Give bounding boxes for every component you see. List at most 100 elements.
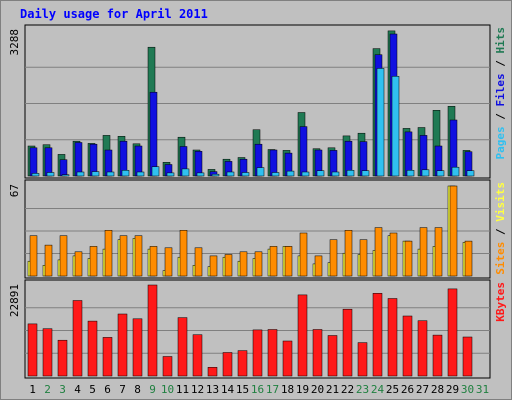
x-tick-label-day-30: 30 [461,383,474,396]
panel-visits: 67 Sites / Visits [8,179,507,279]
x-tick-label-day-24: 24 [371,383,385,396]
bar-pages-day-18 [286,170,295,177]
bar-files-day-12 [194,151,203,177]
bar-kbytes-day-19 [297,294,308,377]
bar-sites-day-23 [359,239,368,277]
bar-kbytes-day-27 [417,320,428,377]
bar-pages-day-9 [151,166,160,177]
bar-kbytes-day-4 [72,300,83,377]
x-tick-label-day-8: 8 [134,383,141,396]
bar-files-day-5 [89,143,98,177]
x-tick-label-day-20: 20 [311,383,324,396]
bar-kbytes-day-29 [447,288,458,377]
bar-kbytes-day-30 [462,336,473,377]
bar-pages-day-14 [226,171,235,177]
bar-sites-day-28 [434,227,443,277]
bar-kbytes-day-10 [162,356,173,377]
legend-item-usage-3: / [494,54,507,74]
bar-kbytes-day-14 [222,352,233,377]
bar-pages-day-16 [256,167,265,177]
bar-files-day-19 [299,126,308,177]
bar-kbytes-day-8 [132,318,143,377]
x-tick-label-day-16: 16 [251,383,264,396]
bar-sites-day-13 [209,255,218,277]
bar-sites-day-9 [149,246,158,277]
legend-item-visits-2: Visits [494,182,507,222]
x-tick-label-day-12: 12 [191,383,204,396]
legend-item-usage-0: Pages [494,126,507,159]
bar-pages-day-21 [331,171,340,177]
x-tick-label-day-3: 3 [59,383,66,396]
bar-sites-day-2 [44,244,53,277]
legend-item-visits-1: / [494,222,507,242]
bar-pages-day-28 [436,170,445,177]
x-tick-label-day-29: 29 [446,383,459,396]
panel-visits-max-label: 67 [8,184,21,197]
bar-kbytes-day-15 [237,350,248,377]
legend-item-usage-2: Files [494,73,507,106]
bar-sites-day-14 [224,254,233,277]
bar-kbytes-day-18 [282,340,293,377]
bar-sites-day-6 [104,230,113,277]
x-tick-label-day-7: 7 [119,383,126,396]
bar-pages-day-10 [166,172,175,177]
bar-pages-day-7 [121,170,130,177]
x-tick-label-day-9: 9 [149,383,156,396]
bar-files-day-8 [134,145,143,177]
bar-kbytes-day-11 [177,317,188,377]
x-tick-label-day-18: 18 [281,383,294,396]
bar-sites-day-1 [29,235,38,277]
x-tick-label-day-17: 17 [266,383,279,396]
x-tick-label-day-2: 2 [44,383,51,396]
bar-kbytes-day-22 [342,308,353,377]
x-tick-label-day-31: 31 [476,383,489,396]
bar-pages-day-15 [241,172,250,177]
bar-sites-day-26 [404,240,413,277]
bar-pages-day-8 [136,171,145,177]
x-tick-label-day-13: 13 [206,383,219,396]
bar-pages-day-5 [91,171,100,177]
bar-files-day-3 [59,159,68,177]
x-tick-label-day-6: 6 [104,383,111,396]
bar-pages-day-29 [451,166,460,177]
bar-kbytes-day-16 [252,329,263,377]
bar-kbytes-day-13 [207,367,218,377]
bar-sites-day-18 [284,246,293,277]
bar-sites-day-10 [164,247,173,277]
bar-sites-day-8 [134,235,143,277]
x-tick-label-day-28: 28 [431,383,444,396]
bar-sites-day-20 [314,255,323,277]
panel-usage: 3288 Pages / Files / Hits [8,24,507,179]
bar-kbytes-day-9 [147,284,158,377]
bar-pages-day-6 [106,171,115,177]
x-tick-label-day-1: 1 [29,383,36,396]
bar-files-day-9 [149,91,158,177]
bar-sites-day-30 [464,240,473,277]
bar-pages-day-19 [301,171,310,177]
bar-sites-day-12 [194,247,203,277]
legend-item-usage-1: / [494,107,507,127]
bar-pages-day-24 [376,68,385,177]
bar-sites-day-21 [329,239,338,277]
bar-pages-day-30 [466,170,475,177]
panel-usage-max-label: 3288 [8,29,21,56]
bar-files-day-1 [29,147,38,177]
x-tick-label-day-11: 11 [176,383,189,396]
bar-sites-day-22 [344,230,353,277]
bar-sites-day-29 [449,185,458,277]
bar-sites-day-7 [119,235,128,277]
bar-pages-day-25 [391,76,400,177]
bar-kbytes-day-12 [192,334,203,377]
panel-kbytes: 22891 KBytes [8,279,507,379]
panel-usage-legend: Pages / Files / Hits [494,27,507,160]
bar-pages-day-23 [361,170,370,177]
bar-pages-day-22 [346,170,355,177]
panel-kbytes-legend: KBytes [494,282,507,322]
x-tick-label-day-21: 21 [326,383,339,396]
x-tick-label-day-27: 27 [416,383,429,396]
panel-visits-legend: Sites / Visits [494,182,507,275]
x-tick-label-day-26: 26 [401,383,414,396]
bar-sites-day-24 [374,227,383,277]
bar-files-day-4 [74,142,83,177]
bar-kbytes-day-28 [432,334,443,377]
